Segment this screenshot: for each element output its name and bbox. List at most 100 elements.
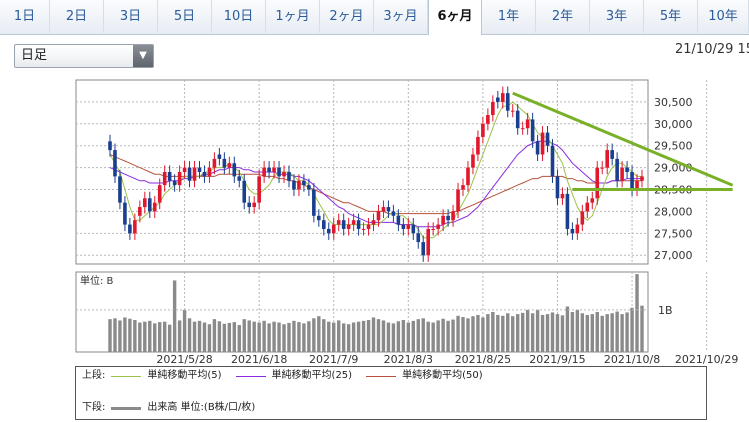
tab-7[interactable]: 3ヶ月 bbox=[374, 0, 428, 33]
volume-bar bbox=[381, 320, 386, 352]
volume-bar bbox=[640, 305, 644, 352]
price-tick-label: 30,000 bbox=[654, 118, 693, 131]
candle-body bbox=[446, 215, 450, 221]
candle-body bbox=[302, 180, 306, 186]
volume-bar bbox=[207, 324, 212, 352]
candle-body bbox=[505, 93, 510, 111]
volume-bar bbox=[118, 320, 122, 352]
candle-body bbox=[456, 189, 460, 212]
candle-body bbox=[317, 215, 321, 221]
volume-bar bbox=[158, 322, 162, 352]
candle-body bbox=[630, 172, 634, 190]
date-tick-label: 2021/10/29 bbox=[675, 353, 738, 366]
candle-body bbox=[336, 220, 341, 225]
volume-bar bbox=[391, 323, 396, 352]
volume-bar bbox=[555, 314, 560, 352]
candle-body bbox=[172, 180, 177, 186]
volume-bar bbox=[516, 314, 520, 352]
candle-body bbox=[466, 167, 470, 186]
tab-9[interactable]: 1年 bbox=[482, 0, 536, 33]
candle-body bbox=[321, 220, 326, 229]
date-tick-label: 2021/10/8 bbox=[604, 353, 660, 366]
volume-bar bbox=[511, 316, 515, 352]
volume-bar bbox=[530, 313, 535, 352]
volume-bar bbox=[187, 318, 192, 352]
tab-6[interactable]: 2ヶ月 bbox=[320, 0, 374, 33]
candle-body bbox=[600, 167, 605, 169]
candle-body bbox=[326, 228, 331, 234]
candle-body bbox=[356, 220, 361, 229]
candle-body bbox=[550, 145, 555, 177]
volume-bar bbox=[197, 320, 202, 352]
candle-body bbox=[157, 185, 162, 203]
volume-bar bbox=[297, 322, 301, 352]
legend-ma50-label: 単純移動平均(50) bbox=[402, 370, 483, 381]
volume-bar bbox=[123, 317, 127, 352]
tab-8[interactable]: 6ヶ月 bbox=[428, 0, 482, 35]
price-tick-label: 27,500 bbox=[654, 227, 693, 240]
volume-bar bbox=[550, 312, 555, 352]
volume-bar bbox=[421, 318, 425, 352]
candle-body bbox=[635, 180, 639, 190]
price-plot-frame bbox=[75, 79, 649, 265]
candle-body bbox=[545, 132, 550, 146]
volume-bar bbox=[525, 309, 530, 352]
date-tick-label: 2021/6/18 bbox=[231, 353, 287, 366]
chevron-down-icon[interactable]: ▼ bbox=[133, 45, 153, 67]
volume-bar bbox=[461, 317, 465, 352]
volume-bar bbox=[496, 314, 500, 352]
tab-2[interactable]: 3日 bbox=[104, 0, 158, 33]
candle-body bbox=[167, 172, 172, 181]
candle-body bbox=[610, 150, 614, 159]
volume-bar bbox=[386, 322, 391, 352]
legend-ma50-swatch bbox=[366, 375, 397, 377]
candle-body bbox=[381, 207, 386, 212]
tab-4[interactable]: 10日 bbox=[212, 0, 266, 33]
volume-bar bbox=[217, 321, 222, 352]
candle-body bbox=[366, 224, 371, 229]
candle-body bbox=[331, 224, 336, 234]
tab-1[interactable]: 2日 bbox=[50, 0, 104, 33]
volume-bar bbox=[431, 322, 435, 352]
volume-bar bbox=[436, 320, 440, 352]
candle-body bbox=[277, 167, 281, 177]
candle-body bbox=[143, 198, 147, 208]
candle-body bbox=[147, 198, 152, 212]
tab-10[interactable]: 2年 bbox=[536, 0, 590, 33]
volume-bar bbox=[212, 319, 217, 352]
volume-bar bbox=[520, 312, 525, 352]
candle-body bbox=[640, 176, 644, 181]
tab-0[interactable]: 1日 bbox=[0, 0, 50, 33]
candle-body bbox=[570, 228, 575, 234]
candle-body bbox=[491, 101, 495, 116]
candle-body bbox=[182, 167, 187, 172]
volume-bar bbox=[565, 306, 570, 352]
volume-bar bbox=[222, 323, 227, 352]
volume-bar bbox=[182, 309, 187, 352]
volume-bar bbox=[292, 320, 296, 352]
tab-5[interactable]: 1ヶ月 bbox=[266, 0, 320, 33]
volume-bar bbox=[600, 315, 604, 352]
candle-body bbox=[187, 167, 192, 181]
candle-body bbox=[108, 141, 112, 151]
legend-lower-label: 下段: bbox=[82, 402, 106, 413]
tab-11[interactable]: 3年 bbox=[590, 0, 644, 33]
candle-body bbox=[605, 150, 609, 168]
tab-3[interactable]: 5日 bbox=[158, 0, 212, 33]
tab-12[interactable]: 5年 bbox=[644, 0, 698, 33]
chart-interval-select[interactable]: 日足 ▼ bbox=[14, 44, 154, 68]
candle-body bbox=[133, 220, 137, 234]
volume-bar bbox=[361, 320, 366, 352]
candle-body bbox=[411, 224, 416, 234]
volume-bar bbox=[506, 313, 510, 352]
volume-bar bbox=[451, 319, 455, 352]
candle-body bbox=[177, 172, 182, 186]
candle-body bbox=[222, 158, 227, 168]
volume-bar bbox=[133, 320, 137, 352]
candle-body bbox=[461, 185, 465, 190]
volume-bar bbox=[476, 314, 480, 352]
candle-body bbox=[207, 167, 212, 177]
legend-ma5-swatch bbox=[111, 375, 142, 377]
candle-body bbox=[471, 154, 475, 168]
candle-body bbox=[565, 193, 570, 229]
